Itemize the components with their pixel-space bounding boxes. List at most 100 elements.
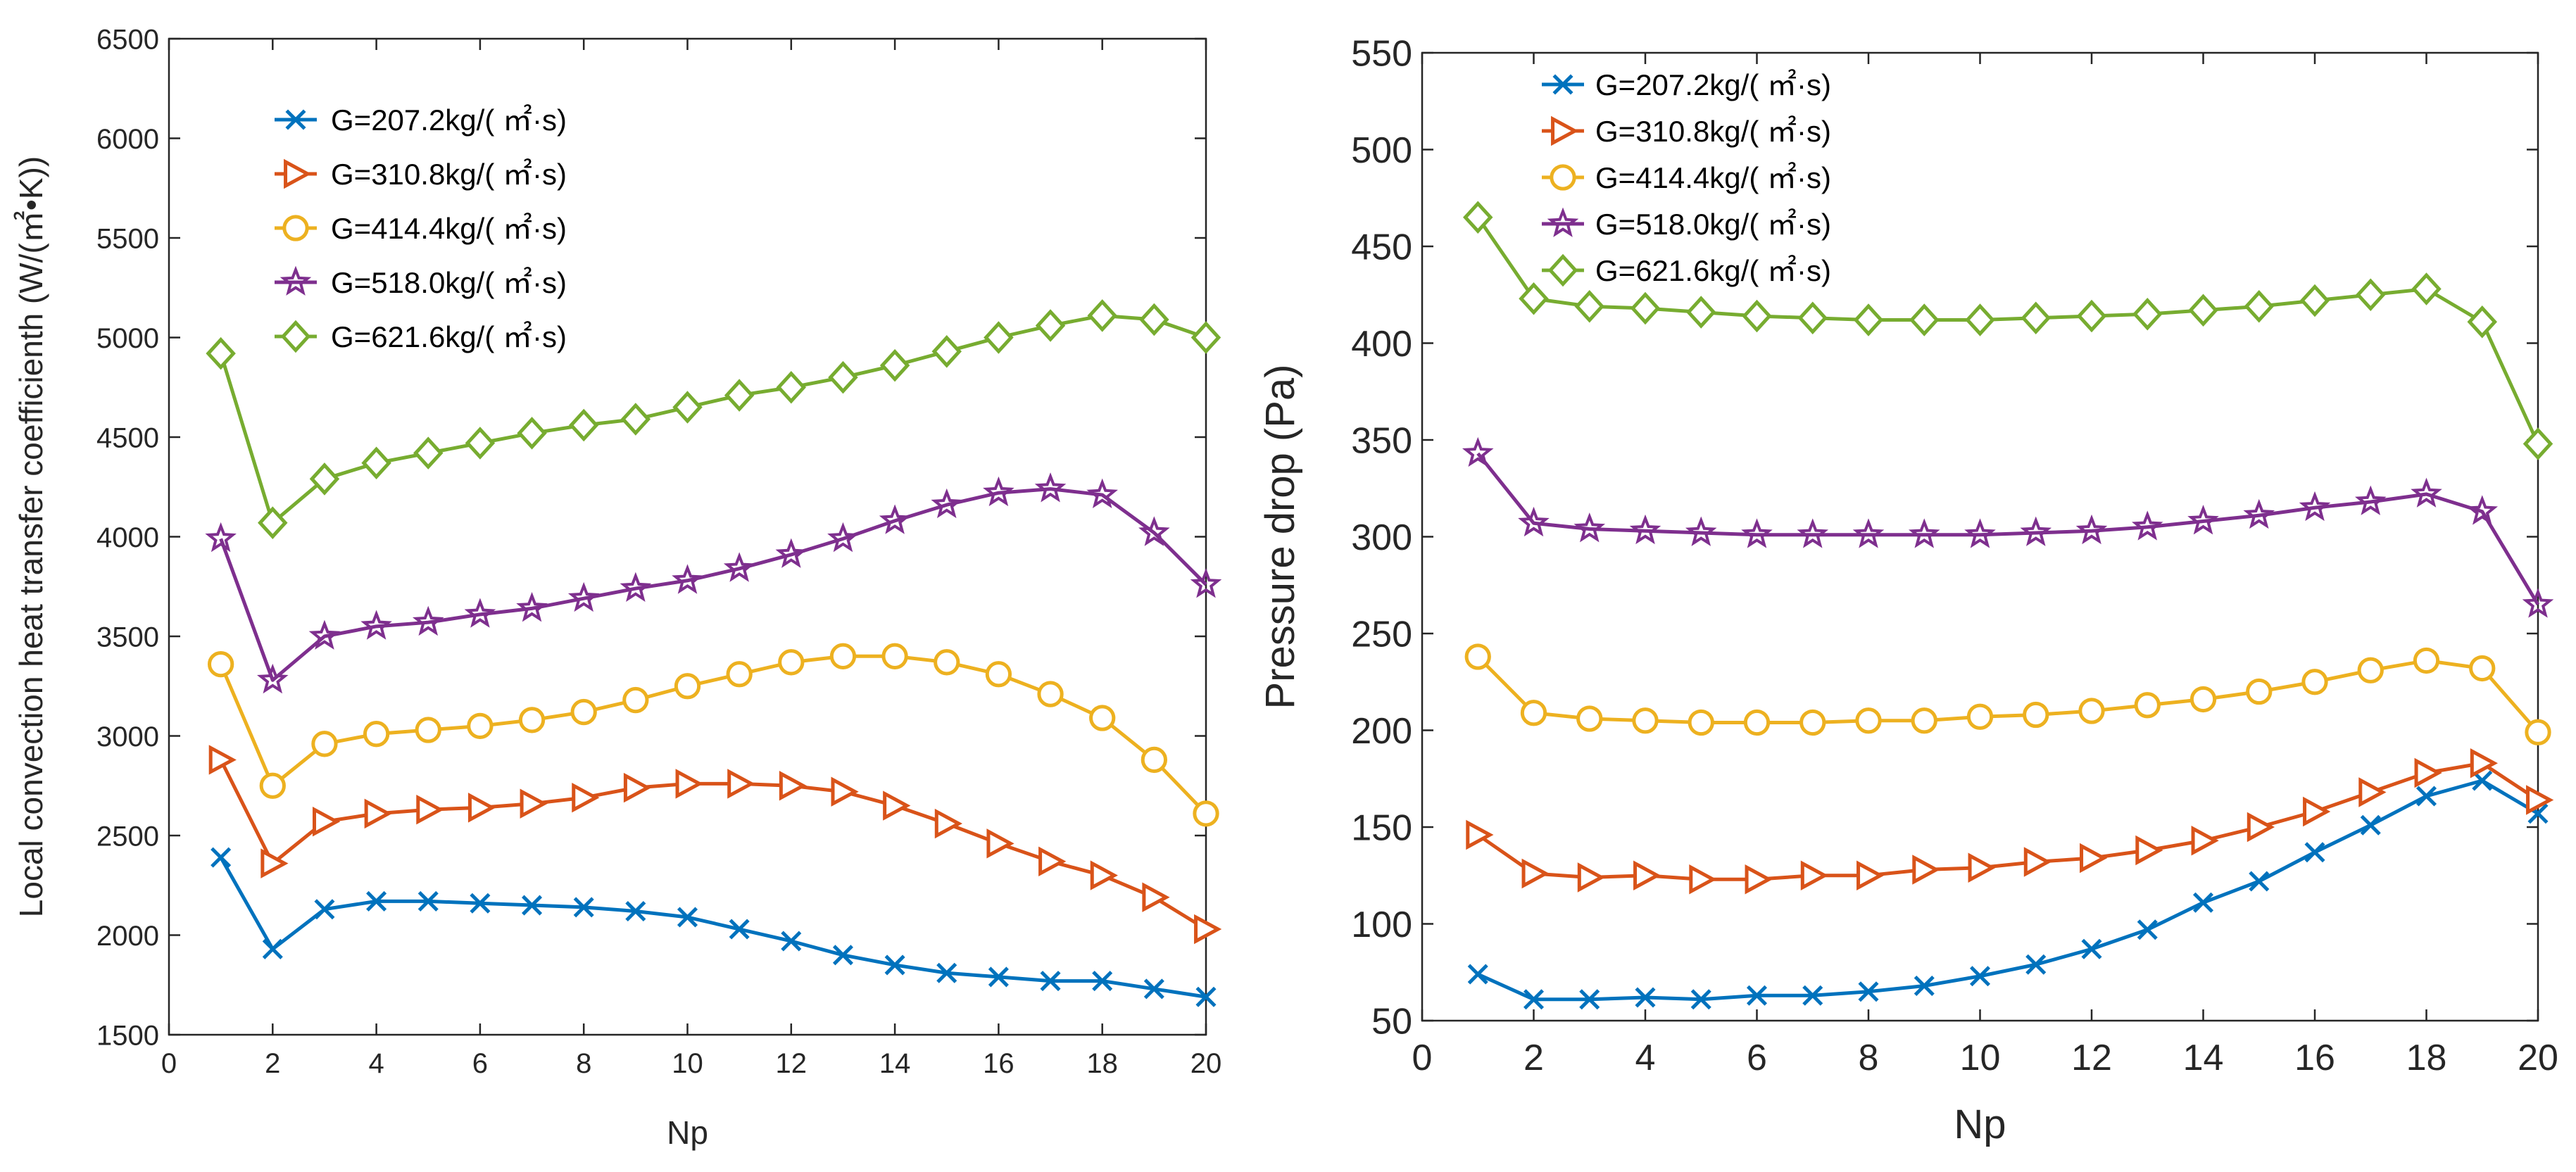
data-point	[1799, 709, 1826, 736]
data-point	[2303, 796, 2331, 827]
data-point	[1966, 703, 1994, 730]
data-point	[1745, 864, 1773, 895]
data-point	[726, 661, 753, 688]
data-point	[2526, 785, 2554, 815]
y-tick-label: 300	[1351, 517, 1412, 558]
legend-item: G=414.4kg/( ㎡·s)	[275, 212, 567, 245]
data-point	[1742, 299, 1772, 333]
series-3	[208, 643, 1219, 827]
series-1	[1467, 770, 2549, 1010]
data-point	[1630, 291, 1661, 325]
data-point	[1802, 985, 1823, 1006]
data-point	[1143, 978, 1164, 1000]
data-point	[572, 783, 600, 813]
legend-marker	[1547, 207, 1579, 237]
x-tick-label: 14	[2183, 1038, 2224, 1078]
data-point	[1087, 299, 1117, 332]
data-point	[2187, 505, 2219, 535]
legend-label: G=621.6kg/( ㎡·s)	[1595, 254, 1831, 287]
data-point	[364, 798, 392, 829]
data-point	[2134, 692, 2161, 719]
data-point	[2025, 954, 2047, 975]
data-point	[1576, 705, 1603, 732]
legend-marker	[1551, 115, 1579, 146]
data-point	[828, 360, 858, 394]
data-point	[361, 446, 391, 480]
data-point	[2299, 491, 2331, 522]
data-point	[1138, 516, 1170, 546]
legend-label: G=310.8kg/( ㎡·s)	[1595, 115, 1831, 148]
legend-label: G=518.0kg/( ㎡·s)	[1595, 208, 1831, 241]
data-point	[1690, 989, 1711, 1010]
data-point	[985, 661, 1012, 688]
data-point	[1462, 436, 1494, 467]
data-point	[313, 806, 341, 837]
data-point	[206, 336, 236, 370]
x-tick-label: 6	[472, 1048, 488, 1079]
data-point	[1635, 987, 1656, 1008]
data-point	[465, 427, 496, 460]
y-tick-label: 50	[1371, 1002, 1412, 1042]
data-point	[2413, 647, 2440, 674]
series-2	[208, 745, 1222, 945]
x-tick-label: 0	[161, 1048, 177, 1079]
data-point	[781, 931, 802, 952]
axes-box	[168, 37, 1207, 1036]
data-point	[1034, 472, 1067, 503]
data-point	[1964, 518, 1996, 548]
data-point	[723, 552, 755, 582]
data-point	[1743, 709, 1771, 736]
legend-marker	[1547, 253, 1578, 287]
data-point	[931, 488, 963, 519]
data-point	[2299, 284, 2330, 317]
data-point	[309, 462, 340, 496]
x-tick-label: 12	[2071, 1038, 2112, 1078]
data-point	[257, 663, 289, 694]
data-point	[1035, 309, 1066, 342]
x-tick-label: 0	[1412, 1038, 1433, 1078]
legend-label: G=414.4kg/( ㎡·s)	[331, 212, 567, 245]
data-point	[1089, 705, 1116, 731]
data-point	[2075, 514, 2108, 545]
y-tick-label: 4500	[96, 422, 159, 453]
legend-label: G=414.4kg/( ㎡·s)	[1595, 161, 1831, 194]
series-line	[1476, 452, 2540, 606]
y-tick-label: 4000	[96, 522, 159, 553]
x-tick-label: 16	[983, 1048, 1014, 1079]
data-point	[1909, 303, 1940, 336]
data-point	[2188, 294, 2218, 327]
y-tick-label: 6500	[96, 24, 159, 55]
legend-marker	[282, 215, 309, 241]
data-point	[1856, 860, 1885, 890]
data-point	[1577, 862, 1606, 893]
y-tick-label: 5000	[96, 323, 159, 354]
x-tick-label: 12	[776, 1048, 808, 1079]
data-point	[883, 790, 911, 821]
data-point	[1037, 681, 1064, 707]
data-point	[573, 897, 594, 918]
data-point	[211, 847, 232, 868]
data-point	[1911, 707, 1937, 734]
x-tick-label: 18	[2406, 1038, 2447, 1078]
y-tick-label: 150	[1351, 808, 1412, 849]
data-point	[1040, 971, 1061, 992]
data-point	[1463, 201, 1493, 234]
legend-item: G=621.6kg/( ㎡·s)	[1542, 253, 1831, 287]
x-tick-label: 18	[1086, 1048, 1118, 1079]
legend-item: G=207.2kg/( ㎡·s)	[1542, 68, 1831, 101]
data-point	[1518, 506, 1550, 537]
data-point	[2357, 657, 2384, 683]
data-point	[2304, 842, 2325, 863]
data-point	[1688, 709, 1714, 736]
data-point	[417, 890, 439, 912]
data-point	[934, 808, 963, 839]
legend-item: G=518.0kg/( ㎡·s)	[1542, 207, 1831, 241]
legend-item: G=414.4kg/( ㎡·s)	[1542, 161, 1831, 194]
data-point	[262, 938, 283, 959]
data-point	[1523, 989, 1545, 1010]
data-point	[2415, 786, 2437, 807]
data-point	[623, 772, 652, 803]
data-point	[2020, 516, 2052, 546]
data-point	[2356, 278, 2386, 312]
data-point	[415, 717, 441, 743]
